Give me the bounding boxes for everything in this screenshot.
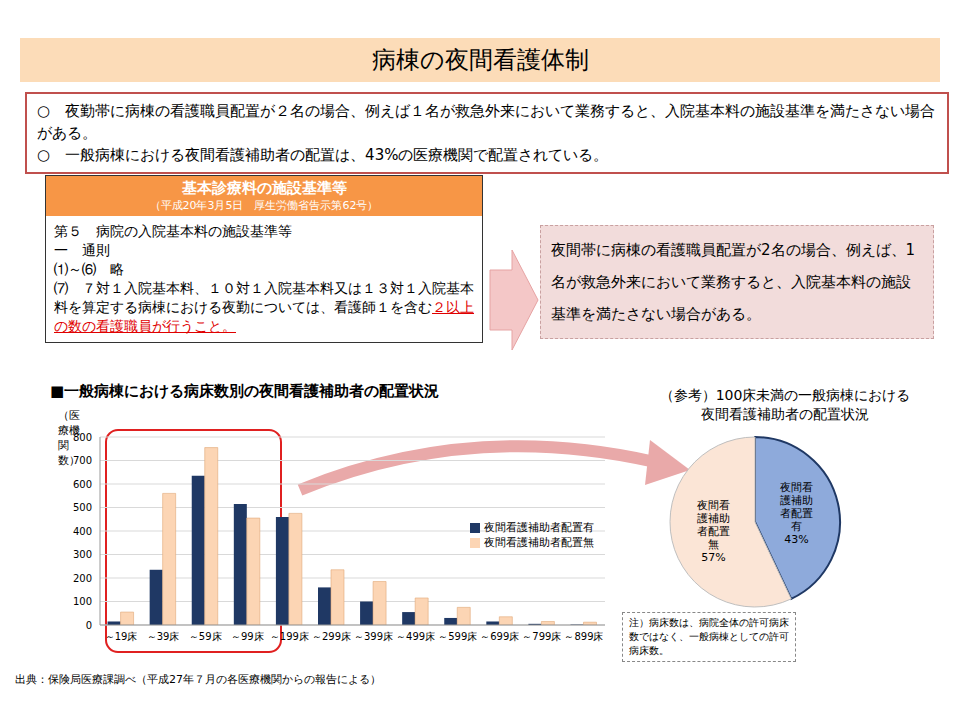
svg-text:～899床: ～899床 xyxy=(564,631,603,642)
svg-text:200: 200 xyxy=(73,573,92,584)
svg-text:～59床: ～59床 xyxy=(189,631,222,642)
svg-text:～399床: ～399床 xyxy=(354,631,393,642)
svg-text:～599床: ～599床 xyxy=(438,631,477,642)
svg-text:～99床: ～99床 xyxy=(231,631,264,642)
svg-text:～799床: ～799床 xyxy=(522,631,561,642)
svg-text:～39床: ～39床 xyxy=(147,631,180,642)
svg-text:600: 600 xyxy=(73,479,92,490)
svg-text:夜間看護補助者配置無57%: 夜間看護補助者配置無57% xyxy=(697,499,730,564)
svg-text:夜間看護補助者配置有43%: 夜間看護補助者配置有43% xyxy=(780,481,813,546)
svg-text:～199床: ～199床 xyxy=(270,631,309,642)
svg-text:800: 800 xyxy=(73,432,92,443)
svg-text:700: 700 xyxy=(73,455,92,466)
svg-text:100: 100 xyxy=(73,596,92,607)
svg-text:0: 0 xyxy=(86,620,92,631)
svg-text:～699床: ～699床 xyxy=(480,631,519,642)
svg-text:400: 400 xyxy=(73,526,92,537)
svg-text:～499床: ～499床 xyxy=(396,631,435,642)
svg-text:～19床: ～19床 xyxy=(105,631,138,642)
svg-text:500: 500 xyxy=(73,502,92,513)
svg-text:300: 300 xyxy=(73,549,92,560)
svg-text:～299床: ～299床 xyxy=(312,631,351,642)
